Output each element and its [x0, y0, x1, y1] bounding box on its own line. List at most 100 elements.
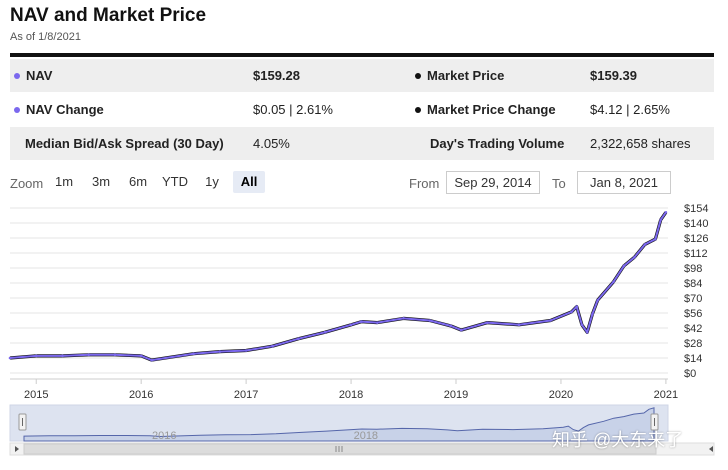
market-price-change-value: $4.12 | 2.65%: [590, 102, 670, 117]
nav-data-point: [486, 321, 489, 324]
nav-data-point: [643, 243, 647, 246]
volume-label: Day's Trading Volume: [430, 136, 565, 151]
stats-row-change: NAV Change $0.05 | 2.61% Market Price Ch…: [10, 93, 714, 126]
nav-data-point: [113, 353, 117, 357]
nav-data-point: [8, 356, 12, 360]
scroll-left-arrow-icon[interactable]: [15, 446, 19, 452]
nav-data-point: [150, 358, 153, 362]
zoom-3m-button[interactable]: 3m: [91, 174, 111, 189]
nav-data-point: [349, 323, 353, 327]
y-tick-label: $56: [684, 308, 702, 320]
nav-data-point: [591, 312, 594, 316]
nav-data-point: [218, 350, 222, 353]
range-from-label: From: [409, 176, 440, 191]
market-price-change-label: Market Price Change: [427, 102, 556, 117]
nav-data-point: [575, 305, 578, 308]
y-tick-label: $28: [684, 338, 702, 350]
nav-data-point: [87, 353, 91, 357]
market-price-label-group: Market Price: [415, 68, 504, 83]
zoom-label: Zoom: [10, 176, 44, 191]
nav-legend-icon: [14, 72, 20, 79]
spread-value: 4.05%: [253, 136, 290, 151]
spread-label: Median Bid/Ask Spread (30 Day): [25, 136, 224, 151]
nav-data-point: [244, 349, 248, 352]
zoom-1y-button[interactable]: 1y: [205, 174, 219, 189]
market-price-label: Market Price: [427, 68, 505, 83]
market-price-value: $159.39: [590, 68, 637, 83]
x-tick-label: 2017: [234, 389, 258, 401]
x-tick-label: 2020: [549, 389, 573, 401]
nav-data-point: [570, 310, 573, 314]
x-axis: 2015 2016 2017 2018 2019 2020 2021: [10, 378, 678, 401]
nav-change-legend-icon: [14, 106, 20, 113]
navigator-tick-label: 2016: [152, 430, 176, 442]
nav-change-value: $0.05 | 2.61%: [253, 102, 333, 117]
nav-data-point: [585, 330, 589, 334]
x-tick-label: 2019: [444, 389, 468, 401]
nav-change-label: NAV Change: [26, 102, 104, 117]
y-tick-label: $140: [684, 218, 708, 230]
series-line-nav: [9, 211, 667, 362]
chart-title: NAV and Market Price: [10, 5, 207, 26]
nav-data-point: [659, 218, 662, 222]
stats-row-spread: Median Bid/Ask Spread (30 Day) 4.05% Day…: [10, 127, 714, 160]
x-tick-label: 2018: [339, 389, 363, 401]
nav-data-point: [612, 280, 615, 284]
y-tick-label: $70: [684, 293, 702, 305]
x-tick-label: 2016: [129, 389, 153, 401]
zoom-all-button[interactable]: All: [233, 171, 265, 193]
y-tick-label: $42: [684, 323, 702, 335]
nav-label-group: NAV: [14, 68, 52, 83]
y-tick-label: $98: [684, 263, 702, 275]
zoom-6m-button[interactable]: 6m: [128, 174, 148, 189]
range-to-label: To: [552, 176, 566, 191]
navigator: 2016 2018: [9, 404, 715, 456]
nav-data-point: [549, 319, 552, 322]
nav-data-point: [297, 337, 300, 341]
market-price-change-legend-icon: [415, 106, 421, 113]
nav-data-point: [654, 237, 657, 241]
nav-data-point: [376, 321, 379, 324]
y-axis: $0 $14 $28 $42 $56 $70 $84 $98 $112 $126 $140 $154: [684, 203, 708, 380]
nav-change-label-group: NAV Change: [14, 102, 104, 117]
range-to-input[interactable]: Jan 8, 2021: [577, 171, 671, 194]
nav-data-point: [192, 352, 195, 356]
nav-data-point: [428, 319, 432, 322]
stats-row-nav: NAV $159.28 Market Price $159.39: [10, 59, 714, 92]
nav-data-point: [596, 298, 599, 302]
y-tick-label: $84: [684, 278, 702, 290]
nav-data-point: [664, 210, 668, 214]
nav-value: $159.28: [253, 68, 300, 83]
y-tick-label: $112: [684, 248, 708, 260]
y-tick-label: $154: [684, 203, 708, 215]
x-tick-label: 2015: [24, 389, 48, 401]
chart-series: [8, 210, 668, 362]
nav-data-point: [360, 320, 363, 323]
market-price-change-label-group: Market Price Change: [415, 102, 556, 117]
zoom-ytd-button[interactable]: YTD: [162, 174, 188, 189]
as-of-date: As of 1/8/2021: [10, 31, 81, 43]
nav-data-point: [622, 264, 626, 268]
market-price-legend-icon: [415, 72, 421, 79]
header-divider: [10, 53, 714, 57]
nav-data-point: [580, 323, 584, 327]
y-tick-label: $126: [684, 233, 708, 245]
nav-data-point: [323, 330, 327, 334]
nav-data-point: [459, 328, 463, 332]
x-tick-label: 2021: [654, 389, 678, 401]
range-from-input[interactable]: Sep 29, 2014: [446, 171, 540, 194]
series-line-market-price: [9, 211, 668, 362]
nav-data-point: [633, 255, 636, 259]
zoom-1m-button[interactable]: 1m: [54, 174, 74, 189]
scroll-right-arrow-icon[interactable]: [709, 446, 713, 452]
nav-data-point: [139, 354, 143, 358]
y-tick-label: $0: [684, 368, 696, 380]
navigator-tick-label: 2018: [354, 430, 378, 442]
y-tick-label: $14: [684, 353, 702, 365]
nav-label: NAV: [26, 68, 53, 83]
nav-data-point: [61, 354, 64, 358]
chart-grid: [10, 207, 668, 374]
navigator-series-area: [23, 407, 655, 442]
scrollbar-thumb[interactable]: [23, 443, 657, 455]
